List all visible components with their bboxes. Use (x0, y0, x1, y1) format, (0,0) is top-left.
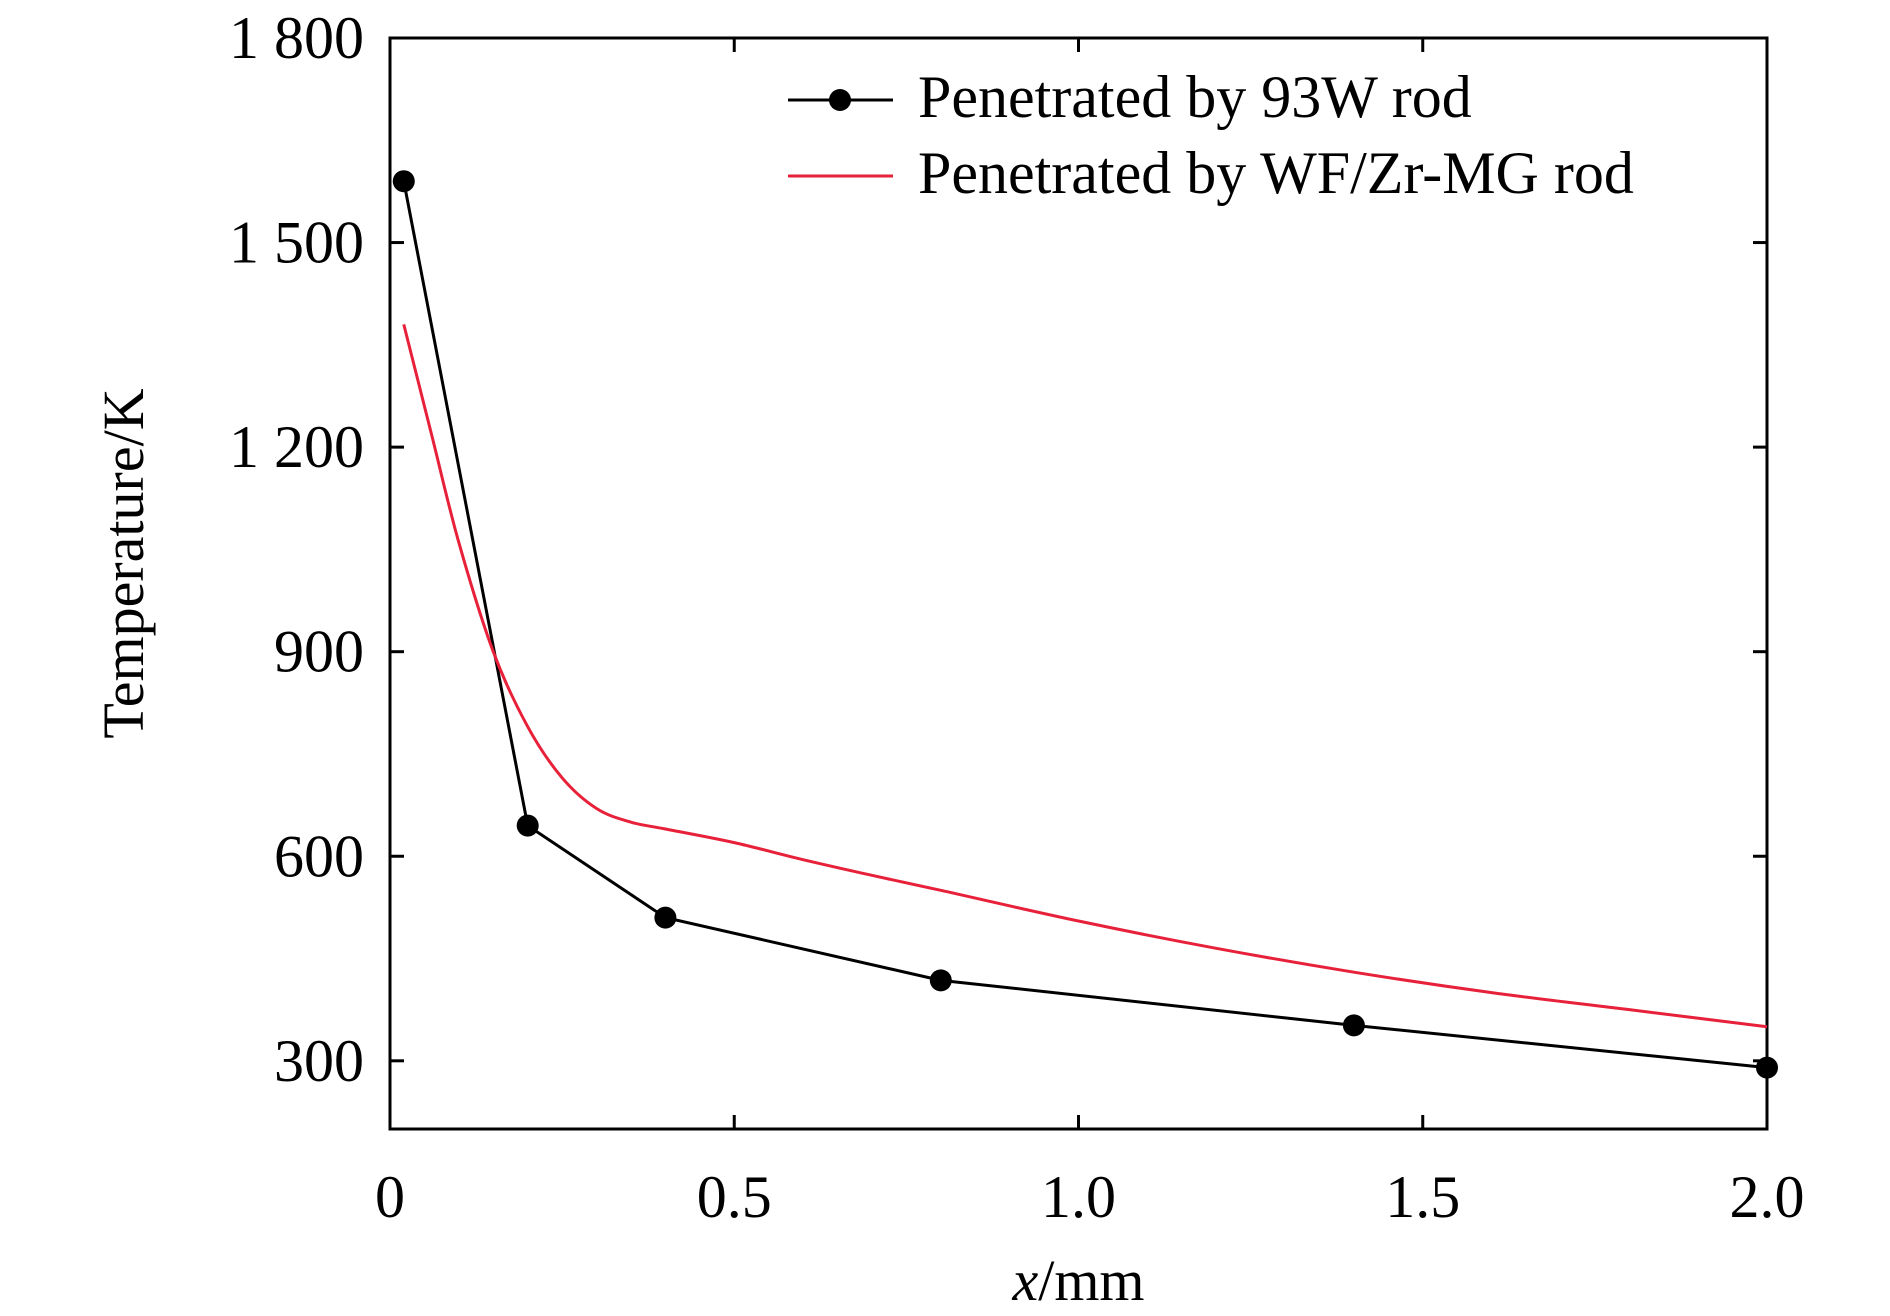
data-point (929, 969, 952, 992)
series-line-1 (402, 324, 1768, 1029)
data-point (654, 906, 677, 929)
y-tick-label: 1 200 (229, 414, 364, 480)
series-line-0 (402, 180, 1768, 1070)
y-tick-label: 1 500 (229, 210, 364, 276)
data-point (1342, 1014, 1365, 1037)
y-tick-label: 1 800 (229, 5, 364, 71)
data-point (392, 170, 415, 193)
x-tick-label: 0.5 (697, 1164, 772, 1230)
x-axis-ticks: 0 0.5 1.0 1.5 2.0 (375, 38, 1805, 1230)
x-tick-label: 0 (375, 1164, 405, 1230)
y-tick-label: 300 (274, 1028, 364, 1094)
x-tick-label: 1.5 (1385, 1164, 1460, 1230)
legend-label-wf-zr-mg: Penetrated by WF/Zr-MG rod (918, 140, 1634, 206)
series-layer (392, 170, 1778, 1079)
y-tick-label: 600 (274, 823, 364, 889)
legend: Penetrated by 93W rod Penetrated by WF/Z… (788, 64, 1634, 206)
x-tick-label: 1.0 (1041, 1164, 1116, 1230)
data-point (516, 814, 539, 837)
data-point (1756, 1056, 1778, 1079)
x-tick-label: 2.0 (1730, 1164, 1805, 1230)
y-tick-label: 900 (274, 619, 364, 685)
legend-label-93w: Penetrated by 93W rod (918, 64, 1472, 130)
x-axis-label: x/mm (1011, 1248, 1144, 1313)
legend-marker-93w (829, 89, 851, 111)
y-axis-ticks: 300 600 900 1 200 1 500 1 800 (229, 5, 1767, 1094)
y-axis-label: Temperature/K (91, 388, 156, 738)
